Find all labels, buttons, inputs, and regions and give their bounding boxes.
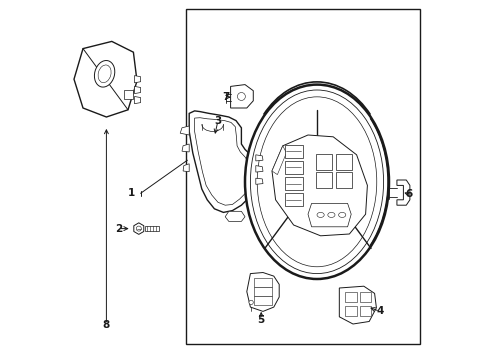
Text: 4: 4 — [376, 306, 384, 316]
Polygon shape — [345, 306, 357, 316]
Polygon shape — [74, 41, 137, 117]
Polygon shape — [272, 146, 286, 175]
Polygon shape — [345, 292, 357, 302]
Polygon shape — [256, 166, 263, 172]
Polygon shape — [360, 292, 371, 302]
Ellipse shape — [250, 90, 384, 274]
Polygon shape — [285, 177, 303, 190]
Polygon shape — [182, 144, 189, 152]
Polygon shape — [254, 278, 272, 287]
Polygon shape — [316, 172, 332, 188]
Polygon shape — [397, 180, 410, 205]
Polygon shape — [180, 126, 189, 135]
Polygon shape — [360, 306, 371, 316]
Text: 2: 2 — [115, 224, 122, 234]
Polygon shape — [225, 211, 245, 221]
Polygon shape — [145, 226, 159, 231]
Polygon shape — [336, 172, 352, 188]
Polygon shape — [247, 273, 279, 311]
Ellipse shape — [238, 93, 245, 100]
Polygon shape — [256, 178, 263, 184]
Polygon shape — [231, 85, 253, 108]
Polygon shape — [254, 296, 272, 305]
Polygon shape — [134, 96, 141, 104]
Text: 6: 6 — [405, 189, 413, 199]
Polygon shape — [195, 118, 251, 205]
Polygon shape — [316, 154, 332, 170]
Polygon shape — [134, 76, 141, 83]
Polygon shape — [336, 154, 352, 170]
Polygon shape — [254, 287, 272, 296]
Ellipse shape — [339, 212, 346, 217]
Polygon shape — [134, 86, 141, 94]
Polygon shape — [308, 203, 351, 227]
Bar — [186, 9, 419, 344]
Ellipse shape — [136, 226, 141, 231]
Polygon shape — [123, 90, 133, 99]
Polygon shape — [285, 161, 303, 174]
Polygon shape — [256, 155, 263, 161]
Text: 8: 8 — [103, 320, 110, 330]
Polygon shape — [183, 164, 189, 172]
Ellipse shape — [317, 212, 324, 217]
Text: 5: 5 — [258, 315, 265, 325]
Ellipse shape — [98, 65, 111, 83]
Text: 3: 3 — [215, 116, 221, 126]
Polygon shape — [134, 223, 144, 234]
Text: 7: 7 — [222, 92, 230, 102]
Ellipse shape — [249, 300, 253, 305]
Ellipse shape — [257, 97, 377, 267]
Polygon shape — [285, 193, 303, 206]
Ellipse shape — [328, 212, 335, 217]
Text: 1: 1 — [128, 188, 135, 198]
Polygon shape — [272, 135, 368, 236]
Polygon shape — [339, 286, 376, 324]
Polygon shape — [285, 145, 303, 158]
Ellipse shape — [245, 85, 389, 279]
Ellipse shape — [95, 60, 115, 87]
Polygon shape — [189, 111, 258, 212]
